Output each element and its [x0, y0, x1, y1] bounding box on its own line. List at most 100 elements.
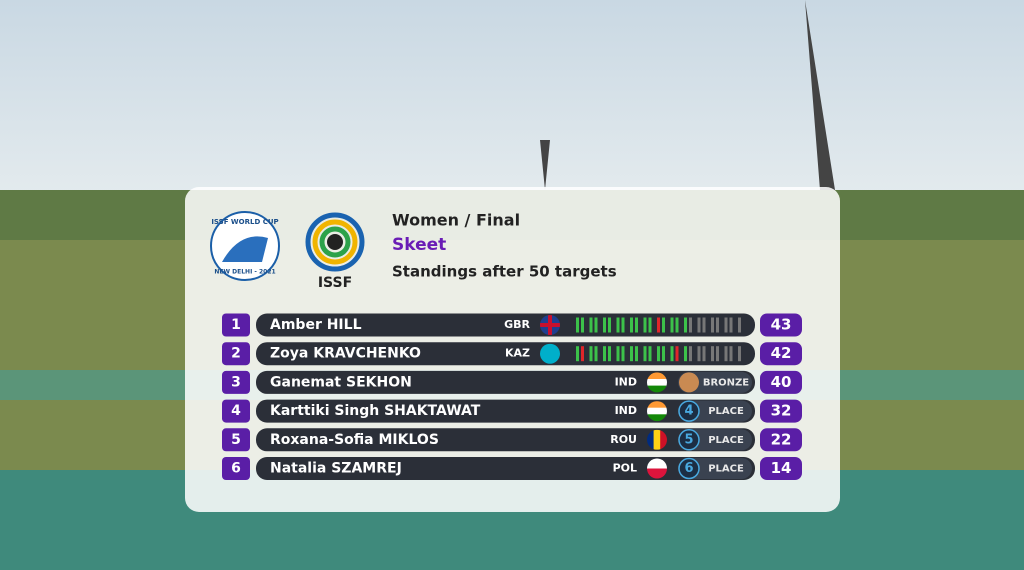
flag — [540, 343, 560, 364]
shot-indicator — [581, 346, 584, 362]
rank-box — [222, 313, 250, 337]
score-box — [760, 313, 802, 337]
flag-band — [647, 414, 667, 422]
flag — [647, 458, 667, 479]
country: ROU — [610, 433, 637, 446]
rank: 3 — [231, 374, 241, 390]
rank-box — [222, 428, 250, 452]
shot-indicator — [670, 346, 674, 362]
shot-indicator — [716, 317, 719, 333]
discipline: Skeet — [392, 235, 446, 255]
shot-indicator — [697, 346, 701, 362]
shot-indicator — [657, 346, 660, 362]
rank-box — [222, 370, 250, 394]
score: 43 — [771, 316, 792, 334]
shot-indicator — [589, 346, 593, 362]
logo-shape — [222, 236, 268, 262]
rank: 6 — [231, 461, 241, 477]
shot-indicator — [576, 317, 579, 333]
status-badge — [678, 457, 700, 480]
status-badge — [678, 400, 700, 422]
score: 32 — [771, 402, 792, 420]
shot-indicator — [608, 317, 611, 333]
shot-indicator — [670, 317, 674, 333]
name-bar — [256, 457, 755, 480]
org-logo: ISSF — [305, 212, 365, 291]
shot-indicator — [581, 317, 584, 333]
rank: 4 — [231, 403, 241, 419]
score: 22 — [771, 430, 792, 448]
shot-indicator — [702, 317, 706, 333]
shot-indicator — [635, 346, 638, 362]
shot-indicator — [621, 317, 625, 333]
name-bar — [256, 428, 755, 452]
shot-indicator — [684, 317, 687, 333]
shot-indicator — [724, 317, 728, 333]
title: Women / Final — [392, 211, 520, 230]
medal — [679, 372, 699, 393]
shot-indicator — [729, 346, 733, 362]
shot-indicator — [594, 346, 598, 362]
status-number: 5 — [684, 432, 693, 447]
shot-indicator — [662, 346, 665, 362]
rank: 1 — [231, 317, 241, 333]
athlete-name: Ganemat SEKHON — [270, 374, 412, 390]
shot-indicator — [589, 317, 593, 333]
sky — [0, 0, 1024, 200]
shot-indicator — [576, 346, 579, 362]
name-bar — [256, 399, 755, 423]
status-label: PLACE — [708, 406, 744, 417]
ring — [327, 234, 343, 250]
shot-indicator — [662, 317, 665, 333]
org-name: ISSF — [318, 275, 352, 291]
shot-indicator — [594, 317, 598, 333]
score-box — [760, 457, 802, 480]
flag — [647, 401, 667, 422]
ring — [305, 212, 365, 272]
athlete-name: Zoya KRAVCHENKO — [270, 346, 421, 362]
shot-indicator — [616, 317, 620, 333]
flag-band — [647, 407, 667, 415]
status-badge — [678, 429, 700, 451]
subtitle: Standings after 50 targets — [392, 263, 617, 281]
shot-indicator — [657, 317, 660, 333]
shot-indicator — [711, 346, 714, 362]
score: 14 — [771, 459, 792, 477]
shot-indicator — [635, 317, 638, 333]
shot-indicator — [648, 317, 652, 333]
flag-band — [647, 458, 667, 469]
status-number: 6 — [684, 461, 693, 476]
shot-indicator — [716, 346, 719, 362]
flag-band — [540, 343, 560, 364]
logo-text: NEW DELHI - 2021 — [214, 269, 275, 276]
shot-indicator — [608, 346, 611, 362]
score-box — [760, 399, 802, 423]
flag-band — [653, 429, 661, 450]
rank-box — [222, 457, 250, 480]
score: 40 — [771, 373, 792, 391]
flag-band — [647, 379, 667, 387]
shot-indicator — [630, 346, 633, 362]
shot-indicator — [675, 346, 679, 362]
shot-indicator — [675, 317, 679, 333]
flag-band — [647, 401, 667, 409]
shot-indicator — [603, 317, 606, 333]
athlete-name: Amber HILL — [270, 317, 362, 333]
ring — [312, 219, 358, 265]
score: 42 — [771, 344, 792, 362]
shot-indicator — [689, 317, 692, 333]
flag — [540, 315, 560, 335]
shot-indicator — [738, 317, 741, 333]
shot-indicator — [711, 317, 714, 333]
rank: 2 — [231, 346, 241, 362]
shot-indicator — [729, 317, 733, 333]
shot-indicator — [689, 346, 692, 362]
standings: 1 Amber HILL GBR 432 Zoya KRAVCHENKO KAZ 423 Ga… — [222, 313, 802, 480]
country: IND — [615, 404, 637, 417]
ring — [319, 226, 351, 258]
athlete-name: Roxana-Sofia MIKLOS — [270, 432, 439, 448]
flag — [647, 429, 667, 450]
score-box — [760, 370, 802, 394]
status-number: 4 — [684, 404, 693, 419]
flag-band — [647, 372, 667, 380]
